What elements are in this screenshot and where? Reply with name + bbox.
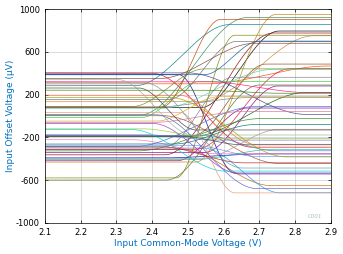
Text: C001: C001 — [308, 214, 322, 218]
Y-axis label: Input Offset Voltage (µV): Input Offset Voltage (µV) — [5, 60, 14, 172]
X-axis label: Input Common-Mode Voltage (V): Input Common-Mode Voltage (V) — [114, 240, 262, 248]
